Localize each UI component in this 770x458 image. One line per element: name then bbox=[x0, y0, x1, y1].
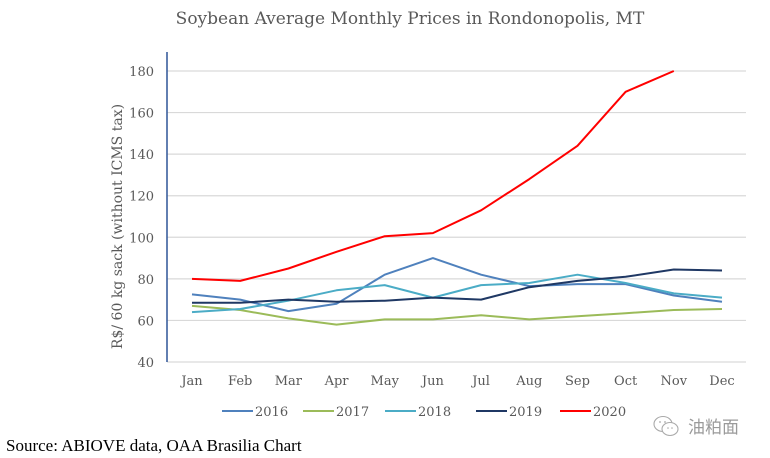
legend-label-2016: 2016 bbox=[255, 405, 288, 420]
y-tick-labels: 40 60 80 100 120 140 160 180 bbox=[129, 65, 154, 371]
wechat-icon bbox=[653, 415, 679, 436]
x-tick-label: Apr bbox=[324, 374, 350, 389]
x-tick-label: Dec bbox=[709, 374, 734, 389]
legend-label-2017: 2017 bbox=[336, 405, 369, 420]
y-axis-label: R$/ 60 kg sack (without ICMS tax) bbox=[110, 104, 126, 349]
y-tick-label: 140 bbox=[129, 148, 154, 163]
series-line-2018 bbox=[191, 273, 723, 314]
x-tick-label: Jun bbox=[420, 374, 445, 389]
y-tick-label: 100 bbox=[129, 231, 154, 246]
y-tick-label: 120 bbox=[129, 190, 154, 205]
x-tick-label: Jul bbox=[470, 374, 490, 389]
x-tick-label: Nov bbox=[661, 374, 688, 389]
y-tick-label: 40 bbox=[137, 356, 154, 371]
series-line-2016 bbox=[191, 257, 723, 313]
y-tick-label: 60 bbox=[137, 314, 154, 329]
legend: 2016 2017 2018 2019 2020 bbox=[222, 405, 626, 420]
legend-label-2018: 2018 bbox=[418, 405, 451, 420]
y-tick-label: 180 bbox=[129, 65, 154, 80]
watermark-text: 油粕面 bbox=[688, 418, 739, 438]
y-tick-label: 160 bbox=[129, 107, 154, 122]
legend-label-2020: 2020 bbox=[593, 405, 626, 420]
series-line-2020 bbox=[191, 70, 675, 282]
y-tick-label: 80 bbox=[137, 273, 154, 288]
series-lines bbox=[191, 70, 723, 326]
chart-title: Soybean Average Monthly Prices in Rondon… bbox=[176, 9, 645, 29]
x-tick-label: May bbox=[371, 374, 400, 389]
x-tick-label: Jan bbox=[179, 374, 203, 389]
series-line-2019 bbox=[192, 268, 723, 304]
source-note: Source: ABIOVE data, OAA Brasilia Chart bbox=[6, 436, 302, 455]
x-tick-label: Oct bbox=[614, 374, 638, 389]
x-tick-label: Aug bbox=[515, 374, 542, 389]
x-tick-label: Feb bbox=[228, 374, 252, 389]
x-tick-label: Sep bbox=[565, 374, 590, 389]
x-tick-labels: Jan Feb Mar Apr May Jun Jul Aug Sep Oct Nov Dec bbox=[179, 374, 734, 389]
legend-label-2019: 2019 bbox=[509, 405, 542, 420]
series-line-2017 bbox=[191, 304, 723, 326]
gridlines bbox=[167, 70, 746, 363]
watermark: 油粕面 bbox=[652, 413, 739, 438]
x-tick-label: Mar bbox=[275, 374, 303, 389]
